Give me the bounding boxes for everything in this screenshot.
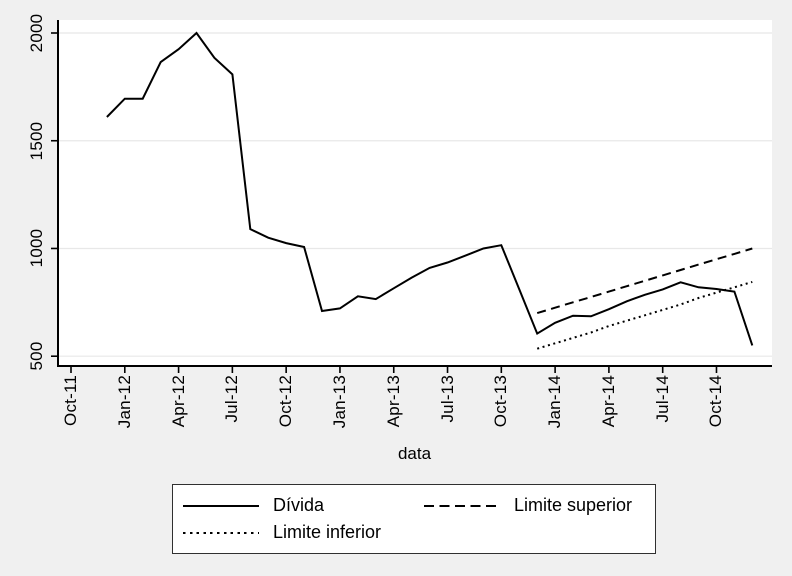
x-tick-label: Oct-11 <box>61 375 80 426</box>
x-tick-label: Apr-14 <box>598 375 618 428</box>
y-tick-label: 2000 <box>27 13 46 53</box>
x-tick-label: Jul-13 <box>437 375 457 423</box>
plot-svg <box>51 20 772 373</box>
series-line-dashed <box>536 247 753 315</box>
dotted-line-sample-icon <box>183 531 259 534</box>
x-tick-label: Oct-13 <box>491 375 511 428</box>
x-tick-label: Jul-14 <box>652 375 672 423</box>
x-tick-label: Jan-12 <box>114 375 134 429</box>
plot-area <box>51 20 772 373</box>
legend-label-limite-inferior: Limite inferior <box>273 522 382 542</box>
legend-label-limite-superior: Limite superior <box>514 495 633 515</box>
solid-line-sample-icon <box>183 504 259 507</box>
x-tick-label: Oct-12 <box>276 375 296 428</box>
x-tick-label: Apr-12 <box>168 375 188 428</box>
legend: Dívida Limite superior Limite inferior <box>172 484 656 554</box>
legend-entry-limite-inferior: Limite inferior <box>183 522 424 543</box>
y-tick-label: 500 <box>27 341 46 371</box>
legend-label-divida: Dívida <box>273 495 325 515</box>
y-tick-label: 1500 <box>27 121 46 161</box>
legend-entry-divida: Dívida <box>183 495 424 516</box>
legend-entry-limite-superior: Limite superior <box>424 495 632 516</box>
x-tick-label: Apr-13 <box>383 375 403 428</box>
x-tick-label: Jul-12 <box>222 375 242 423</box>
series-line-dotted <box>536 280 753 350</box>
legend-row: Limite inferior <box>183 519 649 546</box>
x-tick-label: Jan-14 <box>545 375 565 429</box>
x-tick-label: Oct-14 <box>706 375 726 428</box>
dashed-line-sample-icon <box>424 504 500 507</box>
series-line-solid <box>106 31 754 346</box>
x-axis-title: data <box>397 444 432 463</box>
x-tick-label: Jan-13 <box>329 375 349 429</box>
legend-row: Dívida Limite superior <box>183 492 649 519</box>
y-tick-label: 1000 <box>27 229 46 268</box>
